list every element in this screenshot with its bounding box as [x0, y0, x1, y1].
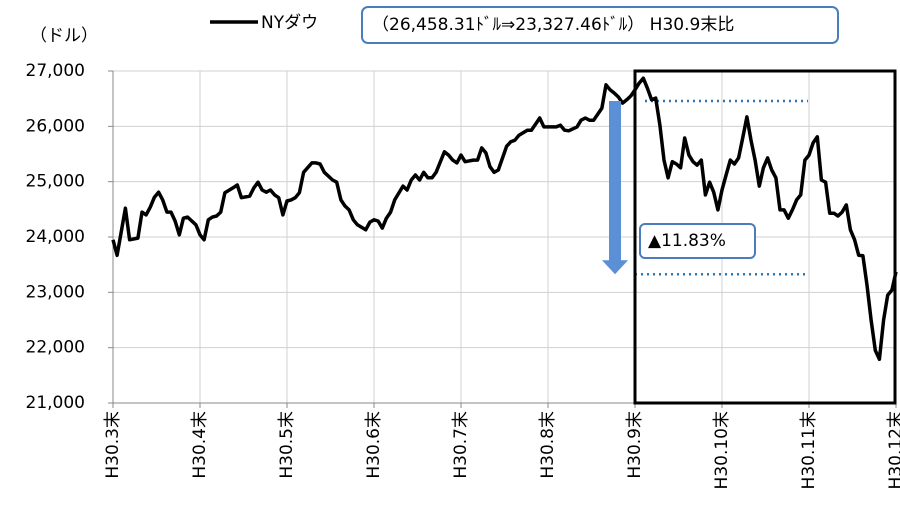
x-tick-label: H30.7末 — [451, 411, 471, 479]
highlight-box — [633, 69, 897, 405]
legend-label: NYダウ — [261, 13, 318, 33]
x-tick-label: H30.12末 — [886, 411, 900, 489]
y-tick-label: 26,000 — [26, 116, 85, 136]
y-tick-label: 24,000 — [26, 227, 85, 247]
annotation: ▲11.83% — [648, 231, 726, 251]
x-tick-label: H30.11末 — [799, 411, 819, 489]
y-tick-label: 27,000 — [26, 61, 85, 81]
drop-arrow — [602, 100, 628, 275]
y-tick-label: 25,000 — [26, 172, 85, 192]
x-tick-label: H30.4末 — [190, 411, 210, 479]
x-tick-label: H30.8末 — [538, 411, 558, 479]
data-line — [111, 76, 898, 362]
y-tick-label: 21,000 — [26, 393, 85, 413]
y-tick-label: 22,000 — [26, 338, 85, 358]
x-tick-label: H30.6末 — [364, 411, 384, 479]
x-tick-label: H30.3末 — [103, 411, 123, 479]
annotation-box — [639, 223, 756, 259]
note: （26,458.31ﾄﾞﾙ⇒23,327.46ﾄﾞﾙ） H30.9末比 — [372, 15, 734, 35]
y-axis-label: （ドル） — [30, 26, 98, 46]
x-tick-label: H30.5末 — [277, 411, 297, 479]
x-tick-label: H30.9末 — [625, 411, 645, 479]
x-tick-label: H30.10末 — [712, 411, 732, 489]
y-tick-label: 23,000 — [26, 282, 85, 302]
note-box — [361, 6, 839, 44]
